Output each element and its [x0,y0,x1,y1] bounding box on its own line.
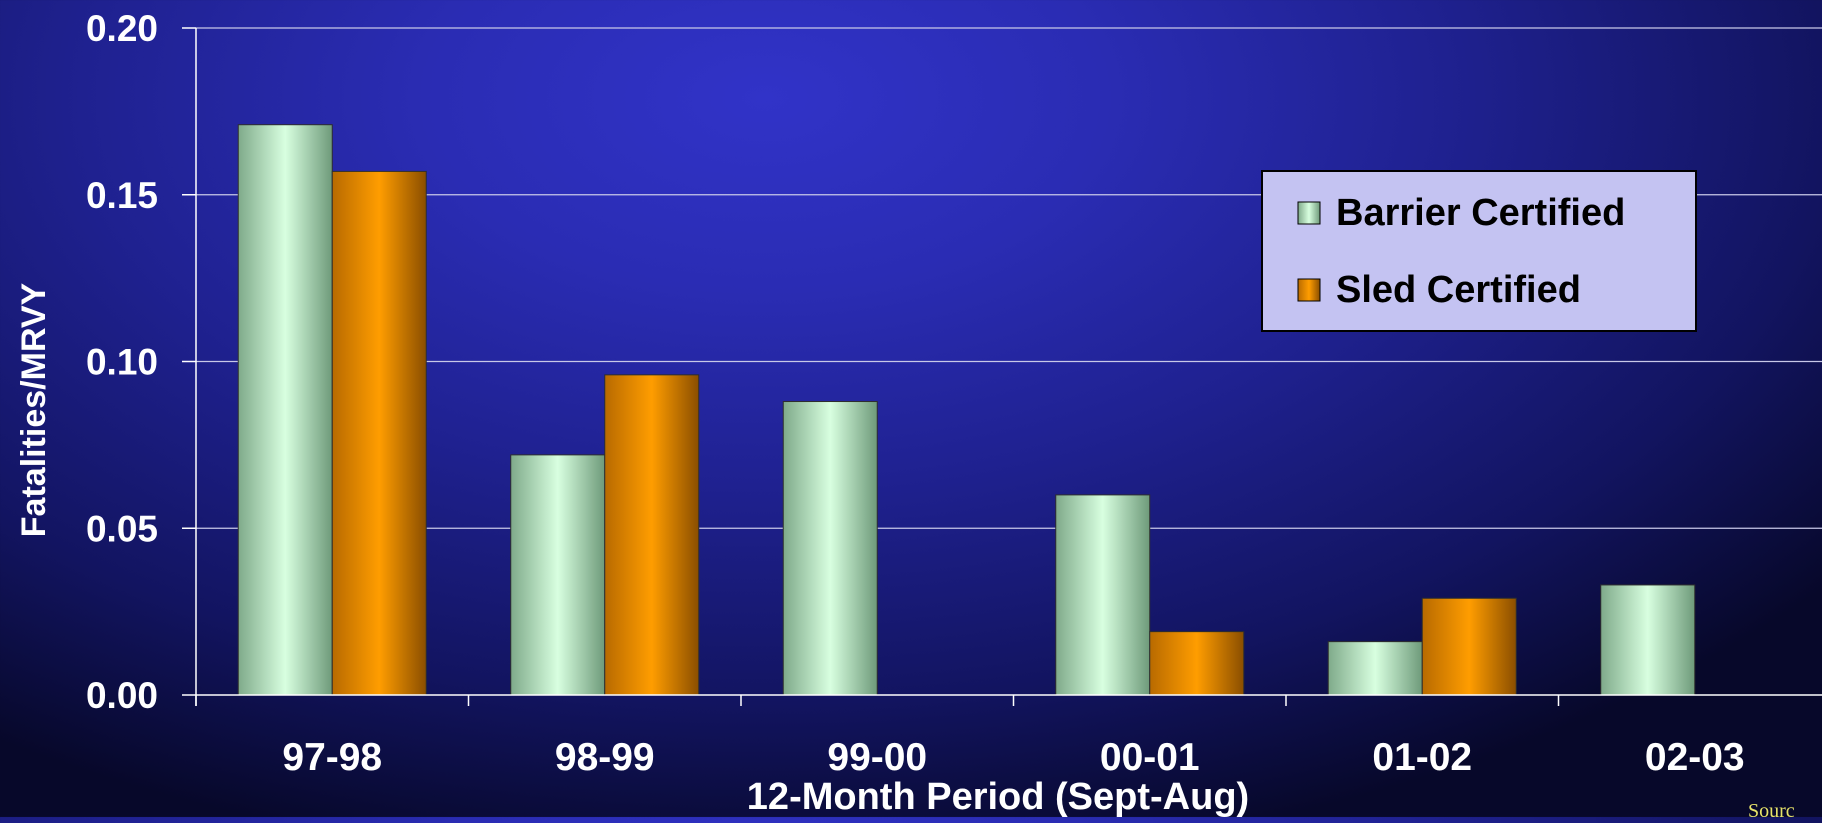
y-tick-label: 0.10 [86,342,158,383]
bar-barrier-certified [1600,584,1696,696]
legend-box [1261,170,1697,332]
bar-barrier-certified [782,401,878,696]
bar-sled-certified [604,374,700,696]
legend-swatch-barrier [1297,201,1321,225]
bars [237,124,1696,696]
y-tick-label: 0.05 [86,508,158,549]
bar-sled-certified [1149,631,1245,696]
y-axis-title: Fatalities/MRVY [15,282,53,537]
legend-swatch-sled [1297,278,1321,302]
y-tick-label: 0.15 [86,175,158,216]
gridlines [196,27,1822,529]
axes: 0.00 0.05 0.10 0.15 0.20 97-98 98-99 99-00 00-01… [86,8,1822,779]
legend-label-barrier: Barrier Certified [1336,192,1625,234]
bar-barrier-certified [510,454,606,696]
legend: Barrier Certified Sled Certified [1261,170,1697,332]
bar-sled-certified [331,170,427,696]
legend-label-sled: Sled Certified [1336,269,1581,311]
y-tick-label: 0.00 [86,675,158,716]
x-axis-title: 12-Month Period (Sept-Aug) [747,776,1249,817]
bar-barrier-certified [1327,641,1423,696]
bar-barrier-certified [1055,494,1151,696]
y-tick-label: 0.20 [86,8,158,49]
x-tick-label: 01-02 [1372,736,1472,779]
x-tick-label: 97-98 [282,736,382,779]
source-note: Sourc [1748,800,1795,822]
bar-sled-certified [1421,597,1517,696]
x-tick-label: 98-99 [555,736,655,779]
x-tick-label: 00-01 [1100,736,1200,779]
bar-barrier-certified [237,124,333,696]
x-tick-label: 99-00 [827,736,927,779]
x-tick-label: 02-03 [1645,736,1745,779]
